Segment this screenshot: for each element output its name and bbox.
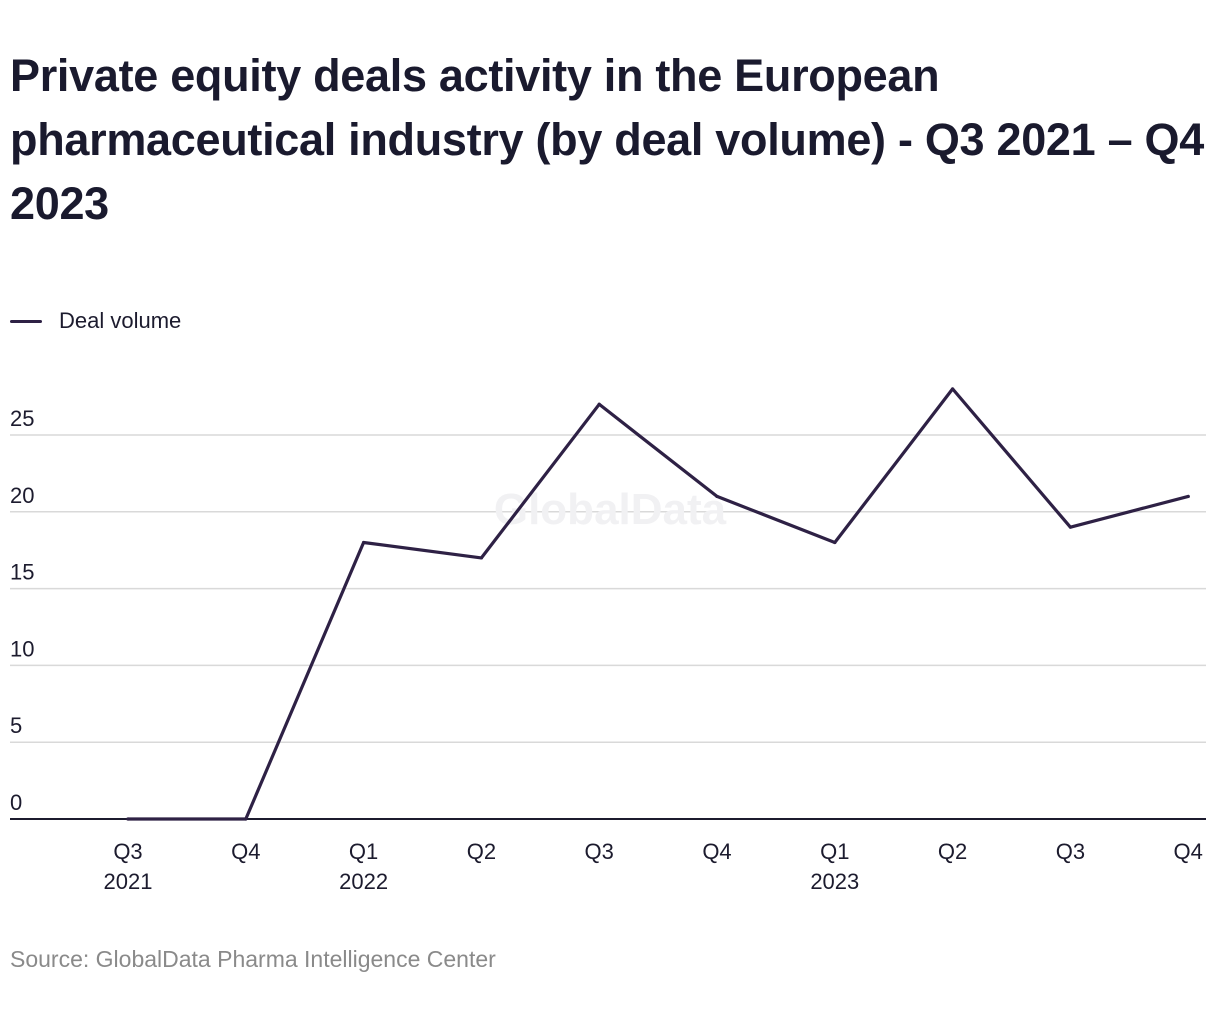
gridlines [10, 434, 1206, 743]
legend-label-deal-volume: Deal volume [59, 308, 182, 333]
data-point [479, 556, 483, 560]
x-tick-label-quarter: Q4 [702, 839, 731, 864]
x-tick-label-quarter: Q3 [585, 839, 614, 864]
watermark: GlobalData [494, 485, 727, 534]
y-tick-label: 20 [10, 483, 34, 508]
y-tick-label: 15 [10, 560, 34, 585]
x-tick-label-quarter: Q1 [820, 839, 849, 864]
series-deal-volume [126, 387, 1190, 821]
data-point [715, 494, 719, 499]
data-point [833, 540, 837, 545]
source-note: Source: GlobalData Pharma Intelligence C… [10, 946, 496, 972]
data-point [951, 387, 955, 391]
chart-title: Private equity deals activity in the Eur… [10, 50, 1204, 229]
x-tick-label-year: 2023 [810, 869, 859, 894]
x-tick-label-year: 2021 [104, 869, 153, 894]
data-point [1068, 525, 1072, 529]
x-tick-label-quarter: Q3 [1056, 839, 1085, 864]
x-tick-label-quarter: Q2 [467, 839, 496, 864]
x-tick-label-quarter: Q3 [113, 839, 142, 864]
data-point [362, 540, 366, 545]
x-tick-label-quarter: Q4 [1174, 839, 1203, 864]
data-point [1186, 494, 1190, 499]
data-point [244, 817, 248, 821]
x-axis-ticks: Q3 2021 Q4 Q1 2022 Q2 Q3 Q4 Q1 2023 Q2 Q3 Q4 [104, 839, 1203, 894]
x-tick-label-quarter: Q4 [231, 839, 260, 864]
data-point [126, 817, 130, 821]
y-tick-label: 10 [10, 636, 34, 661]
legend-swatch-deal-volume [10, 319, 42, 323]
y-tick-label: 0 [10, 790, 22, 815]
series-line-deal-volume [126, 387, 1190, 821]
x-tick-label-quarter: Q2 [938, 839, 967, 864]
x-tick-label-year: 2022 [339, 869, 388, 894]
x-tick-label-quarter: Q1 [349, 839, 378, 864]
y-axis-ticks: 0 5 10 15 20 25 [10, 406, 34, 815]
legend: Deal volume [10, 306, 181, 336]
y-tick-label: 25 [10, 406, 34, 431]
y-tick-label: 5 [10, 713, 22, 738]
data-point [597, 402, 601, 406]
